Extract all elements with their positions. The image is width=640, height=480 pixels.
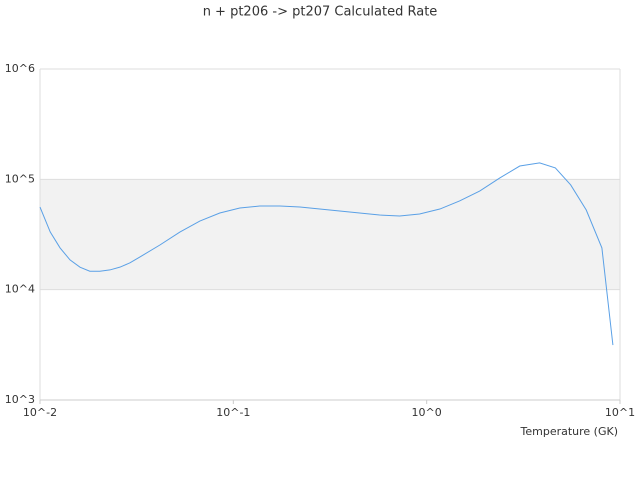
- x-tick-label: 10^1: [605, 406, 635, 419]
- chart-title: n + pt206 -> pt207 Calculated Rate: [203, 5, 438, 20]
- x-tick-label: 10^0: [412, 406, 442, 419]
- x-tick-label: 10^-2: [23, 406, 57, 419]
- x-tick-label: 10^-1: [216, 406, 250, 419]
- data-line: [39, 162, 614, 346]
- y-tick-label: 10^6: [5, 62, 35, 75]
- grid-band: [40, 179, 620, 290]
- y-tick-label: 10^5: [5, 172, 35, 185]
- y-tick-label: 10^3: [5, 393, 35, 406]
- bands: [40, 179, 620, 290]
- x-axis-label: Temperature (GK): [520, 425, 619, 438]
- y-tick-label: 10^4: [5, 283, 35, 296]
